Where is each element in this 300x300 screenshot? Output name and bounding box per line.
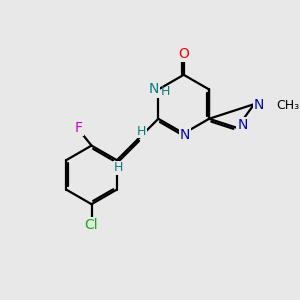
Text: N: N — [237, 118, 248, 132]
Text: H: H — [160, 85, 170, 98]
Text: O: O — [178, 47, 189, 61]
Text: F: F — [75, 121, 83, 135]
Text: H: H — [137, 125, 146, 138]
Text: Cl: Cl — [85, 218, 98, 232]
Text: CH₃: CH₃ — [277, 99, 300, 112]
Text: N: N — [254, 98, 265, 112]
Text: N: N — [148, 82, 159, 97]
Text: H: H — [113, 161, 123, 174]
Text: N: N — [180, 128, 190, 142]
